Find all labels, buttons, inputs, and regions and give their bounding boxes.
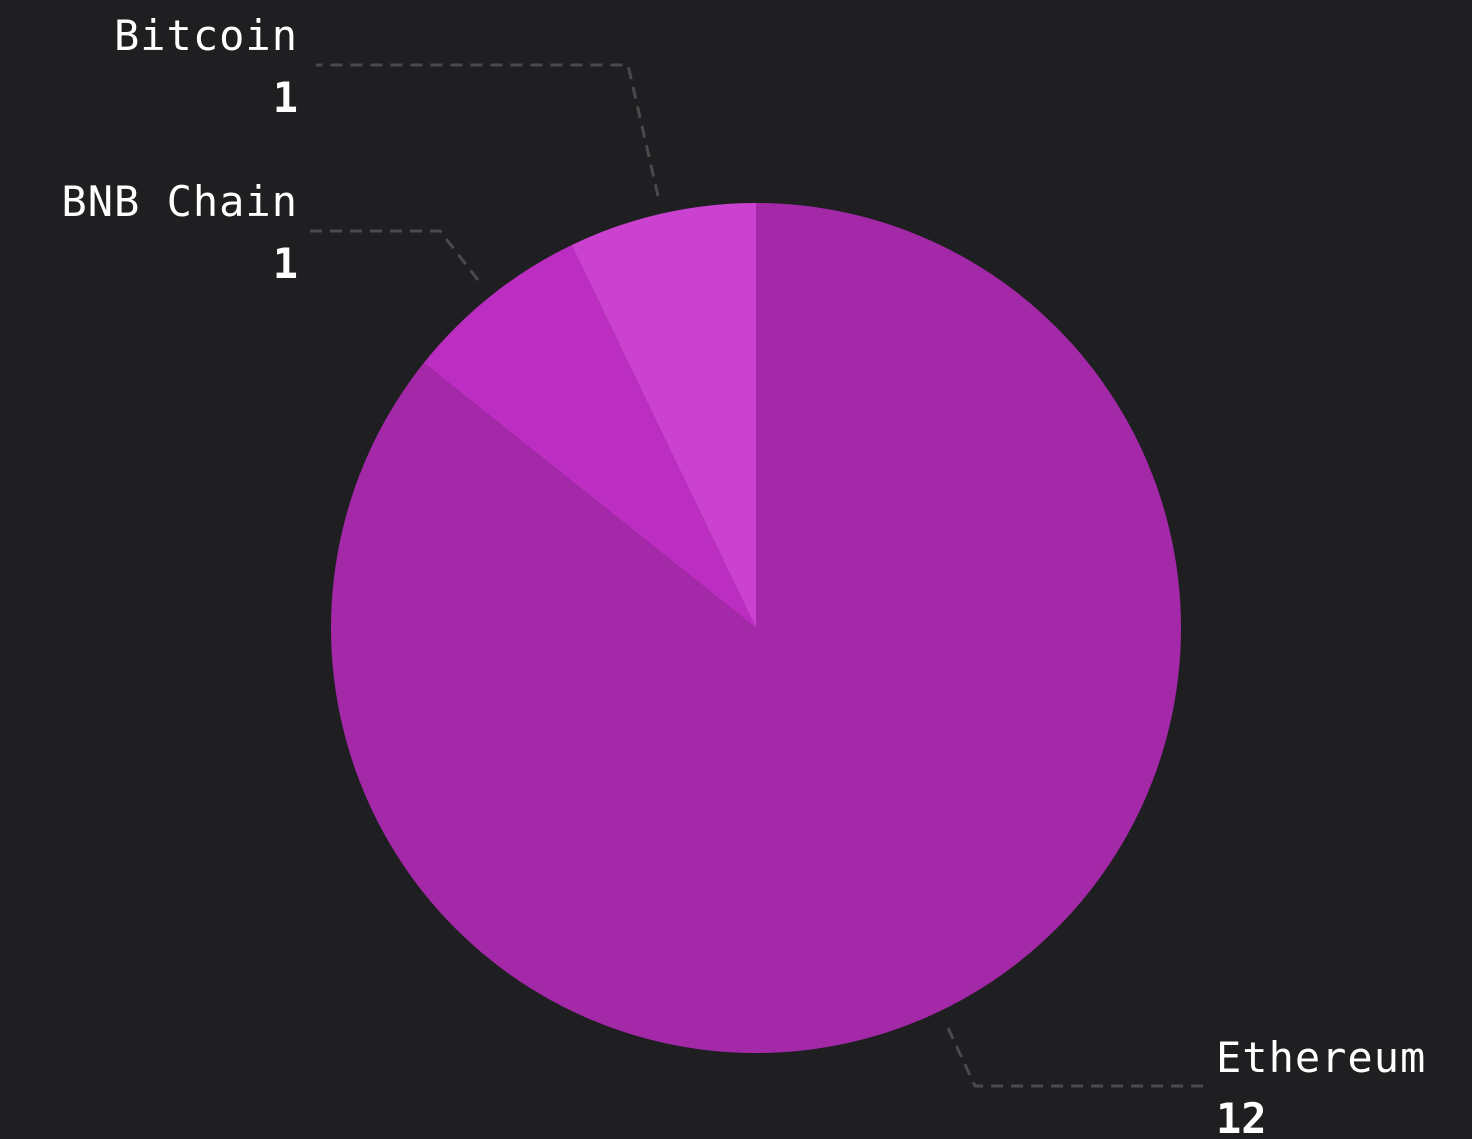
slice-value-bnb-chain: 1 — [273, 239, 298, 288]
pie-slice-ethereum[interactable] — [331, 203, 1182, 1053]
slice-label-bnb-chain: BNB Chain — [61, 177, 298, 226]
slice-value-bitcoin: 1 — [273, 73, 298, 122]
slice-label-bitcoin: Bitcoin — [114, 11, 298, 60]
slice-value-ethereum: 12 — [1216, 1094, 1267, 1139]
slice-label-ethereum: Ethereum — [1216, 1033, 1426, 1082]
pie-slice-bnb-chain[interactable] — [423, 245, 756, 628]
leader-line-ethereum — [946, 1027, 1205, 1088]
leader-line-bnb-chain — [307, 229, 480, 281]
slice-labels: Ethereum 12 BNB Chain 1 Bitcoin 1 — [61, 11, 1426, 1139]
pie-slice-bitcoin[interactable] — [571, 203, 756, 628]
leader-lines — [307, 63, 1205, 1088]
leader-line-bitcoin — [316, 63, 660, 197]
pie-slices — [331, 203, 1182, 1053]
